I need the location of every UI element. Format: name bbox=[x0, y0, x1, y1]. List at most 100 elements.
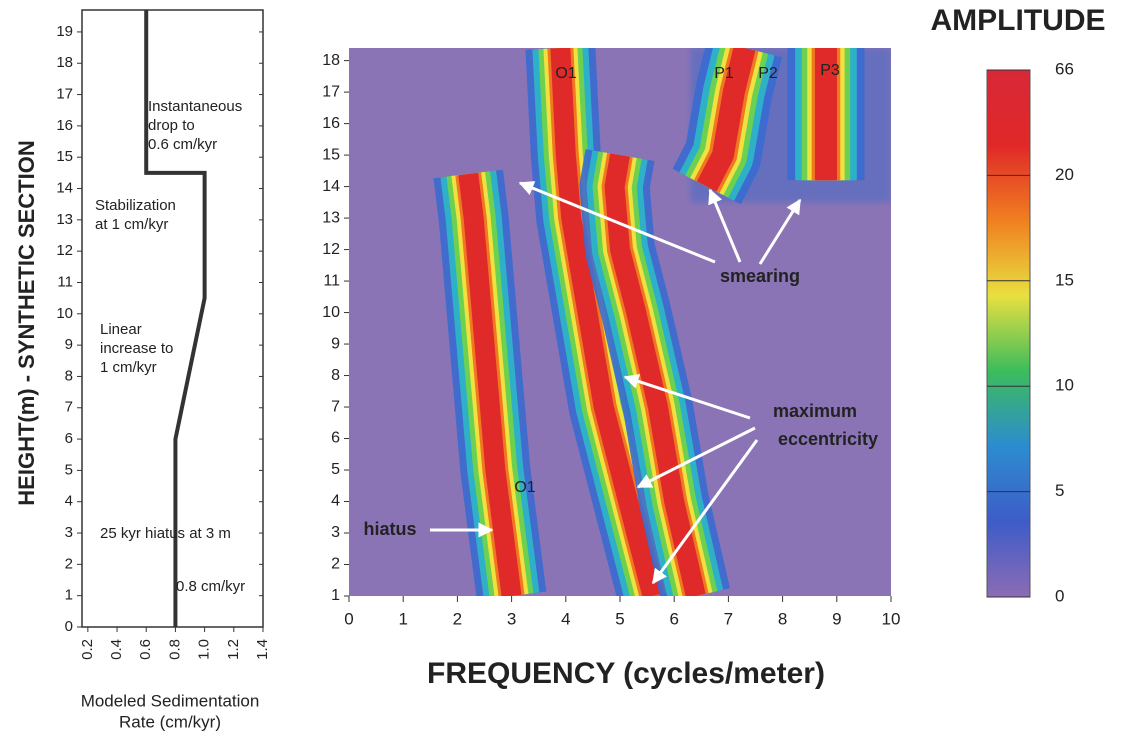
arrow bbox=[636, 426, 756, 489]
annotation: smearing bbox=[720, 266, 800, 286]
y-tick-label: 19 bbox=[56, 23, 73, 40]
x-tick-label: 1 bbox=[398, 609, 407, 628]
annotation: Instantaneous bbox=[148, 98, 242, 115]
y-tick-label: 9 bbox=[65, 336, 73, 353]
y-tick-label: 5 bbox=[331, 461, 340, 478]
rate-line bbox=[144, 10, 207, 627]
annotation: 0.6 cm/kyr bbox=[148, 136, 217, 153]
annotation: P2 bbox=[758, 65, 778, 82]
x-tick-label: 6 bbox=[669, 609, 678, 628]
annotation: O1 bbox=[555, 65, 576, 82]
x-axis-title: Rate (cm/kyr) bbox=[119, 712, 221, 731]
annotation: 25 kyr hiatus at 3 m bbox=[100, 525, 231, 542]
colorbar-title: AMPLITUDE bbox=[931, 4, 1106, 37]
y-tick-label: 12 bbox=[56, 242, 73, 259]
y-tick-label: 6 bbox=[65, 430, 73, 447]
y-tick-label: 1 bbox=[65, 587, 73, 604]
arrow bbox=[651, 439, 759, 585]
y-tick-label: 7 bbox=[65, 399, 73, 416]
y-tick-label: 17 bbox=[56, 86, 73, 103]
x-tick-label: 0.4 bbox=[108, 639, 125, 660]
x-tick-label: 0.2 bbox=[79, 639, 96, 660]
annotation: maximum bbox=[773, 401, 857, 421]
y-tick-label: 13 bbox=[322, 209, 340, 226]
x-tick-label: 9 bbox=[832, 609, 841, 628]
annotation: O1 bbox=[514, 479, 535, 496]
y-tick-label: 15 bbox=[56, 148, 73, 165]
x-tick-label: 3 bbox=[507, 609, 516, 628]
x-tick-label: 0 bbox=[344, 609, 353, 628]
x-tick-label: 0.8 bbox=[166, 639, 183, 660]
annotation: hiatus bbox=[363, 519, 416, 539]
y-tick-label: 4 bbox=[65, 493, 73, 510]
y-tick-label: 5 bbox=[65, 461, 73, 478]
y-tick-label: 10 bbox=[322, 304, 340, 321]
y-tick-label: 11 bbox=[323, 272, 340, 289]
x-tick-label: 4 bbox=[561, 609, 570, 628]
x-tick-label: 1.0 bbox=[196, 639, 213, 660]
annotation: Linear bbox=[100, 321, 142, 338]
colorbar bbox=[986, 69, 1031, 598]
annotation: 0.8 cm/kyr bbox=[176, 578, 245, 595]
y-tick-label: 18 bbox=[56, 54, 73, 71]
x-tick-label: 2 bbox=[453, 609, 462, 628]
colorbar-tick-label: 0 bbox=[1055, 586, 1064, 605]
y-tick-label: 14 bbox=[56, 179, 73, 196]
annotation: increase to bbox=[100, 340, 173, 357]
y-tick-label: 18 bbox=[322, 52, 340, 69]
arrow bbox=[623, 374, 751, 420]
colorbar-tick-label: 5 bbox=[1055, 481, 1064, 500]
x-axis-title: Modeled Sedimentation bbox=[81, 691, 260, 710]
y-tick-label: 2 bbox=[331, 556, 340, 573]
y-tick-label: 12 bbox=[322, 241, 340, 258]
y-tick-label: 0 bbox=[65, 618, 73, 635]
y-tick-label: 8 bbox=[331, 367, 340, 384]
colorbar-tick-label: 15 bbox=[1055, 270, 1074, 289]
ridge bbox=[696, 48, 756, 192]
y-tick-label: 17 bbox=[322, 83, 340, 100]
annotation: P3 bbox=[820, 62, 840, 79]
ridge bbox=[458, 172, 522, 596]
x-tick-label: 8 bbox=[778, 609, 787, 628]
colorbar-tick-label: 10 bbox=[1055, 376, 1074, 395]
x-tick-label: 0.6 bbox=[137, 639, 154, 660]
ridges bbox=[433, 48, 891, 596]
colorbar-tick-label: 20 bbox=[1055, 165, 1074, 184]
y-tick-label: 10 bbox=[56, 305, 73, 322]
y-tick-label: 8 bbox=[65, 367, 73, 384]
colorbar-tick-label: 66 bbox=[1055, 59, 1074, 78]
annotation: drop to bbox=[148, 117, 195, 134]
plot-frame bbox=[81, 9, 264, 628]
y-tick-label: 2 bbox=[65, 555, 73, 572]
annotation: eccentricity bbox=[778, 429, 878, 449]
y-tick-label: 6 bbox=[331, 430, 340, 447]
annotation: Stabilization bbox=[95, 197, 176, 214]
x-tick-label: 7 bbox=[724, 609, 733, 628]
x-tick-label: 10 bbox=[882, 609, 901, 628]
y-tick-label: 16 bbox=[56, 117, 73, 134]
y-tick-label: 16 bbox=[322, 115, 340, 132]
annotation: at 1 cm/kyr bbox=[95, 216, 168, 233]
x-axis-title: FREQUENCY (cycles/meter) bbox=[427, 657, 825, 690]
x-tick-label: 1.2 bbox=[225, 639, 242, 660]
y-tick-label: 13 bbox=[56, 211, 73, 228]
annotation: 1 cm/kyr bbox=[100, 359, 157, 376]
arrow bbox=[758, 198, 802, 265]
ridge bbox=[550, 48, 663, 596]
y-axis-title: HEIGHT(m) - SYNTHETIC SECTION bbox=[14, 140, 39, 505]
ridge bbox=[604, 153, 706, 596]
y-tick-label: 1 bbox=[331, 587, 340, 604]
y-tick-label: 14 bbox=[322, 178, 340, 195]
x-tick-label: 5 bbox=[615, 609, 624, 628]
y-tick-label: 3 bbox=[331, 524, 340, 541]
y-tick-label: 3 bbox=[65, 524, 73, 541]
y-tick-label: 11 bbox=[57, 273, 73, 290]
arrow bbox=[518, 181, 716, 264]
y-tick-label: 4 bbox=[331, 493, 340, 510]
arrow bbox=[708, 188, 742, 263]
annotation: P1 bbox=[714, 65, 734, 82]
y-tick-label: 9 bbox=[331, 335, 340, 352]
y-tick-label: 15 bbox=[322, 146, 340, 163]
y-tick-label: 7 bbox=[331, 398, 340, 415]
